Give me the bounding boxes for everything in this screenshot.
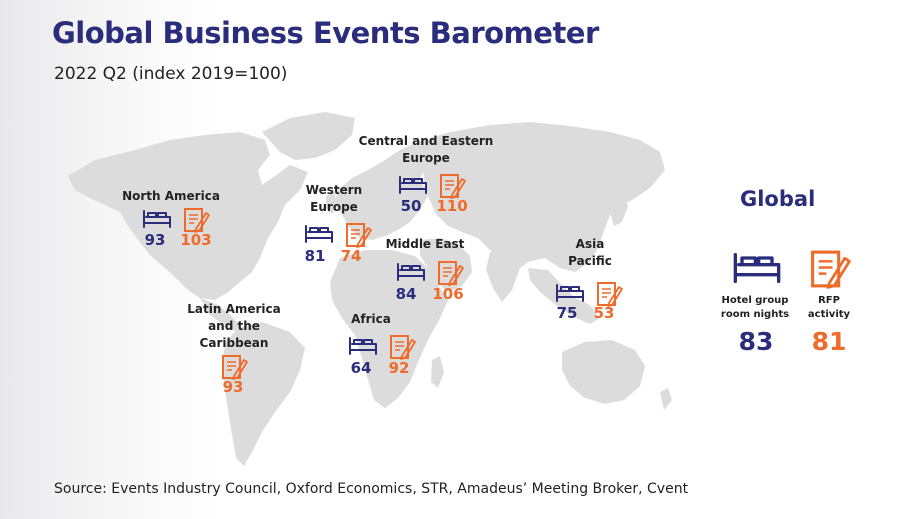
global-hotel-value: 83	[738, 327, 774, 356]
region-label-north-america: North America	[122, 189, 220, 203]
north-america-landmass	[68, 132, 308, 300]
document-pen-icon	[222, 355, 248, 380]
document-pen-icon	[390, 335, 416, 360]
western-europe-rfp-value: 74	[340, 247, 362, 265]
asia-pacific-rfp-value: 53	[593, 304, 615, 322]
bed-icon	[305, 225, 333, 243]
madagascar-landmass	[431, 356, 444, 388]
source-note: Source: Events Industry Council, Oxford …	[54, 481, 689, 497]
bed-icon	[556, 284, 584, 302]
region-label-asia-pacific: Asia Pacific	[568, 237, 612, 268]
latin-america-rfp-value: 93	[222, 378, 244, 396]
region-label-africa: Africa	[351, 312, 391, 326]
central-eastern-europe-hotel-value: 50	[400, 197, 422, 215]
europe-landmass	[335, 142, 430, 240]
region-icons-western-europe	[304, 222, 374, 248]
document-pen-icon	[440, 174, 466, 199]
document-pen-icon	[811, 250, 851, 289]
south-america-landmass	[222, 322, 305, 466]
document-pen-icon	[346, 223, 372, 248]
bed-icon	[399, 176, 427, 194]
subtitle: 2022 Q2 (index 2019=100)	[54, 64, 288, 84]
asia-landmass	[418, 122, 665, 272]
middle-east-hotel-value: 84	[395, 285, 417, 303]
uk-landmass	[326, 192, 338, 214]
new-zealand-landmass	[660, 388, 672, 410]
region-icons-central-eastern-europe	[398, 173, 468, 199]
document-pen-icon	[184, 208, 210, 233]
global-rfp-value: 81	[811, 327, 847, 356]
bed-icon	[349, 337, 377, 355]
africa-hotel-value: 64	[350, 359, 372, 377]
document-pen-icon	[438, 261, 464, 286]
central-america-landmass	[200, 298, 240, 332]
region-icons-latin-america	[220, 354, 250, 380]
north-america-rfp-value: 103	[180, 231, 212, 249]
global-title: Global	[740, 187, 816, 211]
north-america-hotel-value: 93	[144, 231, 166, 249]
japan-landmass	[610, 192, 628, 226]
region-icons-north-america	[142, 207, 212, 233]
global-hotel-label: Hotel group room nights	[720, 295, 790, 320]
region-label-latin-america: Latin America and the Caribbean	[187, 302, 281, 350]
india-landmass	[486, 252, 520, 302]
region-icons-middle-east	[396, 260, 466, 286]
western-europe-hotel-value: 81	[304, 247, 326, 265]
page-title: Global Business Events Barometer	[52, 16, 599, 50]
asia-pacific-hotel-value: 75	[556, 304, 578, 322]
bed-icon	[733, 253, 781, 284]
region-label-central-eastern-europe: Central and Eastern Europe	[358, 134, 494, 165]
africa-rfp-value: 92	[388, 359, 410, 377]
middle-east-rfp-value: 106	[432, 285, 464, 303]
australia-landmass	[562, 340, 645, 404]
greenland-landmass	[262, 112, 355, 160]
region-label-middle-east: Middle East	[385, 237, 465, 251]
global-rfp-label: RFP activity	[807, 295, 851, 320]
bed-icon	[143, 210, 171, 228]
bed-icon	[397, 263, 425, 281]
middle-east-landmass	[420, 238, 472, 292]
region-label-western-europe: Western Europe	[305, 183, 363, 214]
africa-landmass	[330, 250, 448, 408]
region-icons-africa	[348, 334, 418, 360]
central-eastern-europe-rfp-value: 110	[436, 197, 468, 215]
